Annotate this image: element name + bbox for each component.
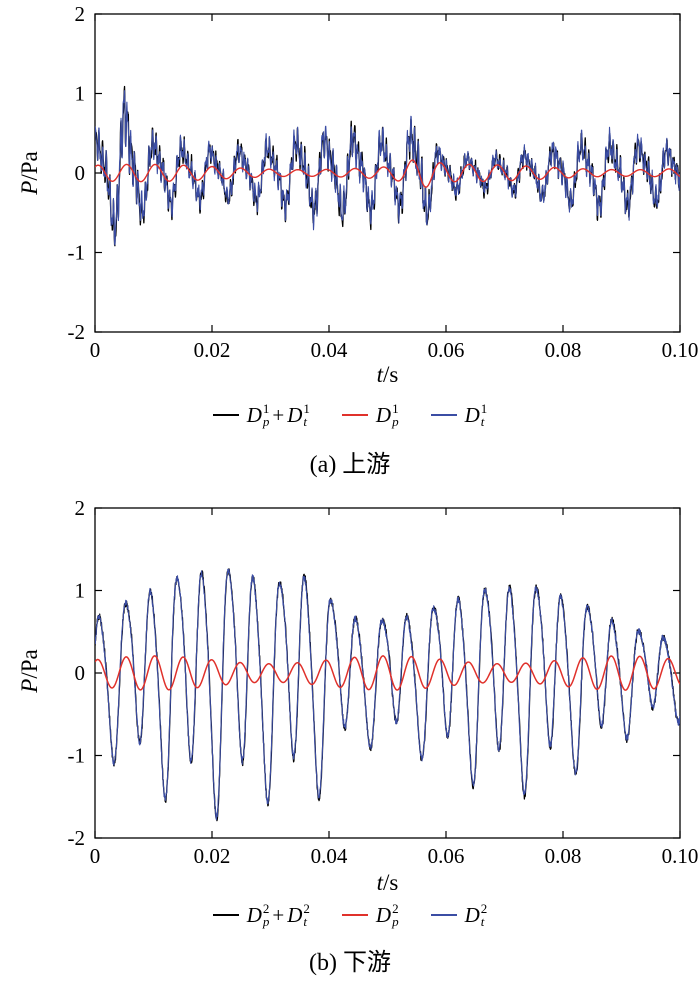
script-d-symbol: D	[287, 902, 303, 927]
x-axis-variable: t	[376, 870, 384, 895]
y-tick-label: 2	[75, 496, 86, 520]
legend-item-Dp1+Dt1: D 1 p + D 1 t	[212, 402, 310, 429]
x-axis-unit: /s	[383, 362, 399, 387]
legend-line-swatch	[430, 414, 457, 417]
x-tick-label: 0.04	[311, 338, 348, 362]
y-tick-label: 2	[75, 2, 86, 26]
axis-ticks	[94, 507, 681, 839]
x-tick-label: 0.02	[194, 844, 231, 868]
y-axis-label-b: P/Pa	[17, 611, 43, 731]
series-line-Dt1	[95, 90, 680, 246]
legend-a: D 1 p + D 1 t D 1 p D 1 t	[0, 402, 700, 429]
series-line-Dp1	[95, 159, 680, 188]
legend-line-swatch	[212, 914, 239, 917]
script-d-symbol: D	[464, 402, 480, 427]
x-axis-variable: t	[376, 362, 384, 387]
x-axis-unit: /s	[383, 870, 399, 895]
series-line-Dp2+Dt2	[95, 568, 680, 822]
legend-line-swatch	[212, 414, 239, 417]
series-line-Dt2	[95, 568, 680, 821]
legend-line-swatch	[341, 914, 368, 917]
script-d-symbol: D	[375, 902, 392, 927]
legend-label: D 2 p + D 2 t	[247, 902, 310, 929]
y-axis-variable: P	[17, 678, 42, 693]
plot-frame	[94, 507, 681, 839]
axis-ticks	[94, 13, 681, 333]
script-d-symbol: D	[464, 902, 480, 927]
plot-area-b: 0 0.02 0.04 0.06 0.08 0.10 -2 -1 0 1 2	[68, 496, 699, 868]
series-line-Dp2	[95, 655, 680, 691]
y-tick-label: -2	[68, 826, 86, 850]
y-axis-label-a: P/Pa	[17, 113, 43, 233]
y-axis-unit: /Pa	[17, 649, 42, 679]
tick-labels: 0 0.02 0.04 0.06 0.08 0.10 -2 -1 0 1 2	[68, 496, 699, 868]
y-tick-label: -1	[68, 744, 86, 768]
caption-b: (b) 下游	[309, 950, 391, 976]
tick-labels: 0 0.02 0.04 0.06 0.08 0.10 -2 -1 0 1 2	[68, 2, 699, 362]
y-tick-label: 0	[75, 661, 86, 685]
x-tick-label: 0.04	[311, 844, 348, 868]
legend-label: D 1 p + D 1 t	[247, 402, 310, 429]
x-tick-label: 0.02	[194, 338, 231, 362]
plus-sign: +	[272, 402, 285, 427]
script-d-symbol: D	[287, 402, 303, 427]
y-tick-label: -2	[68, 320, 86, 344]
x-tick-label: 0.08	[545, 844, 582, 868]
plus-sign: +	[272, 902, 285, 927]
y-tick-label: 0	[75, 161, 86, 185]
y-tick-label: -1	[68, 241, 86, 265]
y-axis-unit: /Pa	[17, 151, 42, 181]
legend-line-swatch	[430, 914, 457, 917]
y-tick-label: 1	[75, 82, 86, 106]
y-tick-label: 1	[75, 579, 86, 603]
x-tick-label: 0.06	[428, 338, 465, 362]
legend-item-Dp2+Dt2: D 2 p + D 2 t	[212, 902, 310, 929]
script-d-symbol: D	[246, 402, 262, 427]
x-tick-label: 0.08	[545, 338, 582, 362]
script-d-symbol: D	[375, 402, 392, 427]
x-tick-label: 0	[90, 338, 101, 362]
x-axis-label-b: t/s	[95, 870, 680, 896]
script-d-symbol: D	[246, 902, 262, 927]
x-axis-label-a: t/s	[95, 362, 680, 388]
legend-b: D 2 p + D 2 t D 2 p D 2 t	[0, 902, 700, 929]
plot-area-a: 0 0.02 0.04 0.06 0.08 0.10 -2 -1 0 1 2	[68, 2, 699, 362]
x-tick-label: 0	[90, 844, 101, 868]
x-tick-label: 0.10	[662, 844, 699, 868]
legend-line-swatch	[341, 414, 368, 417]
x-tick-label: 0.10	[662, 338, 699, 362]
caption-a: (a) 上游	[309, 452, 391, 478]
x-tick-label: 0.06	[428, 844, 465, 868]
y-axis-variable: P	[17, 180, 42, 195]
